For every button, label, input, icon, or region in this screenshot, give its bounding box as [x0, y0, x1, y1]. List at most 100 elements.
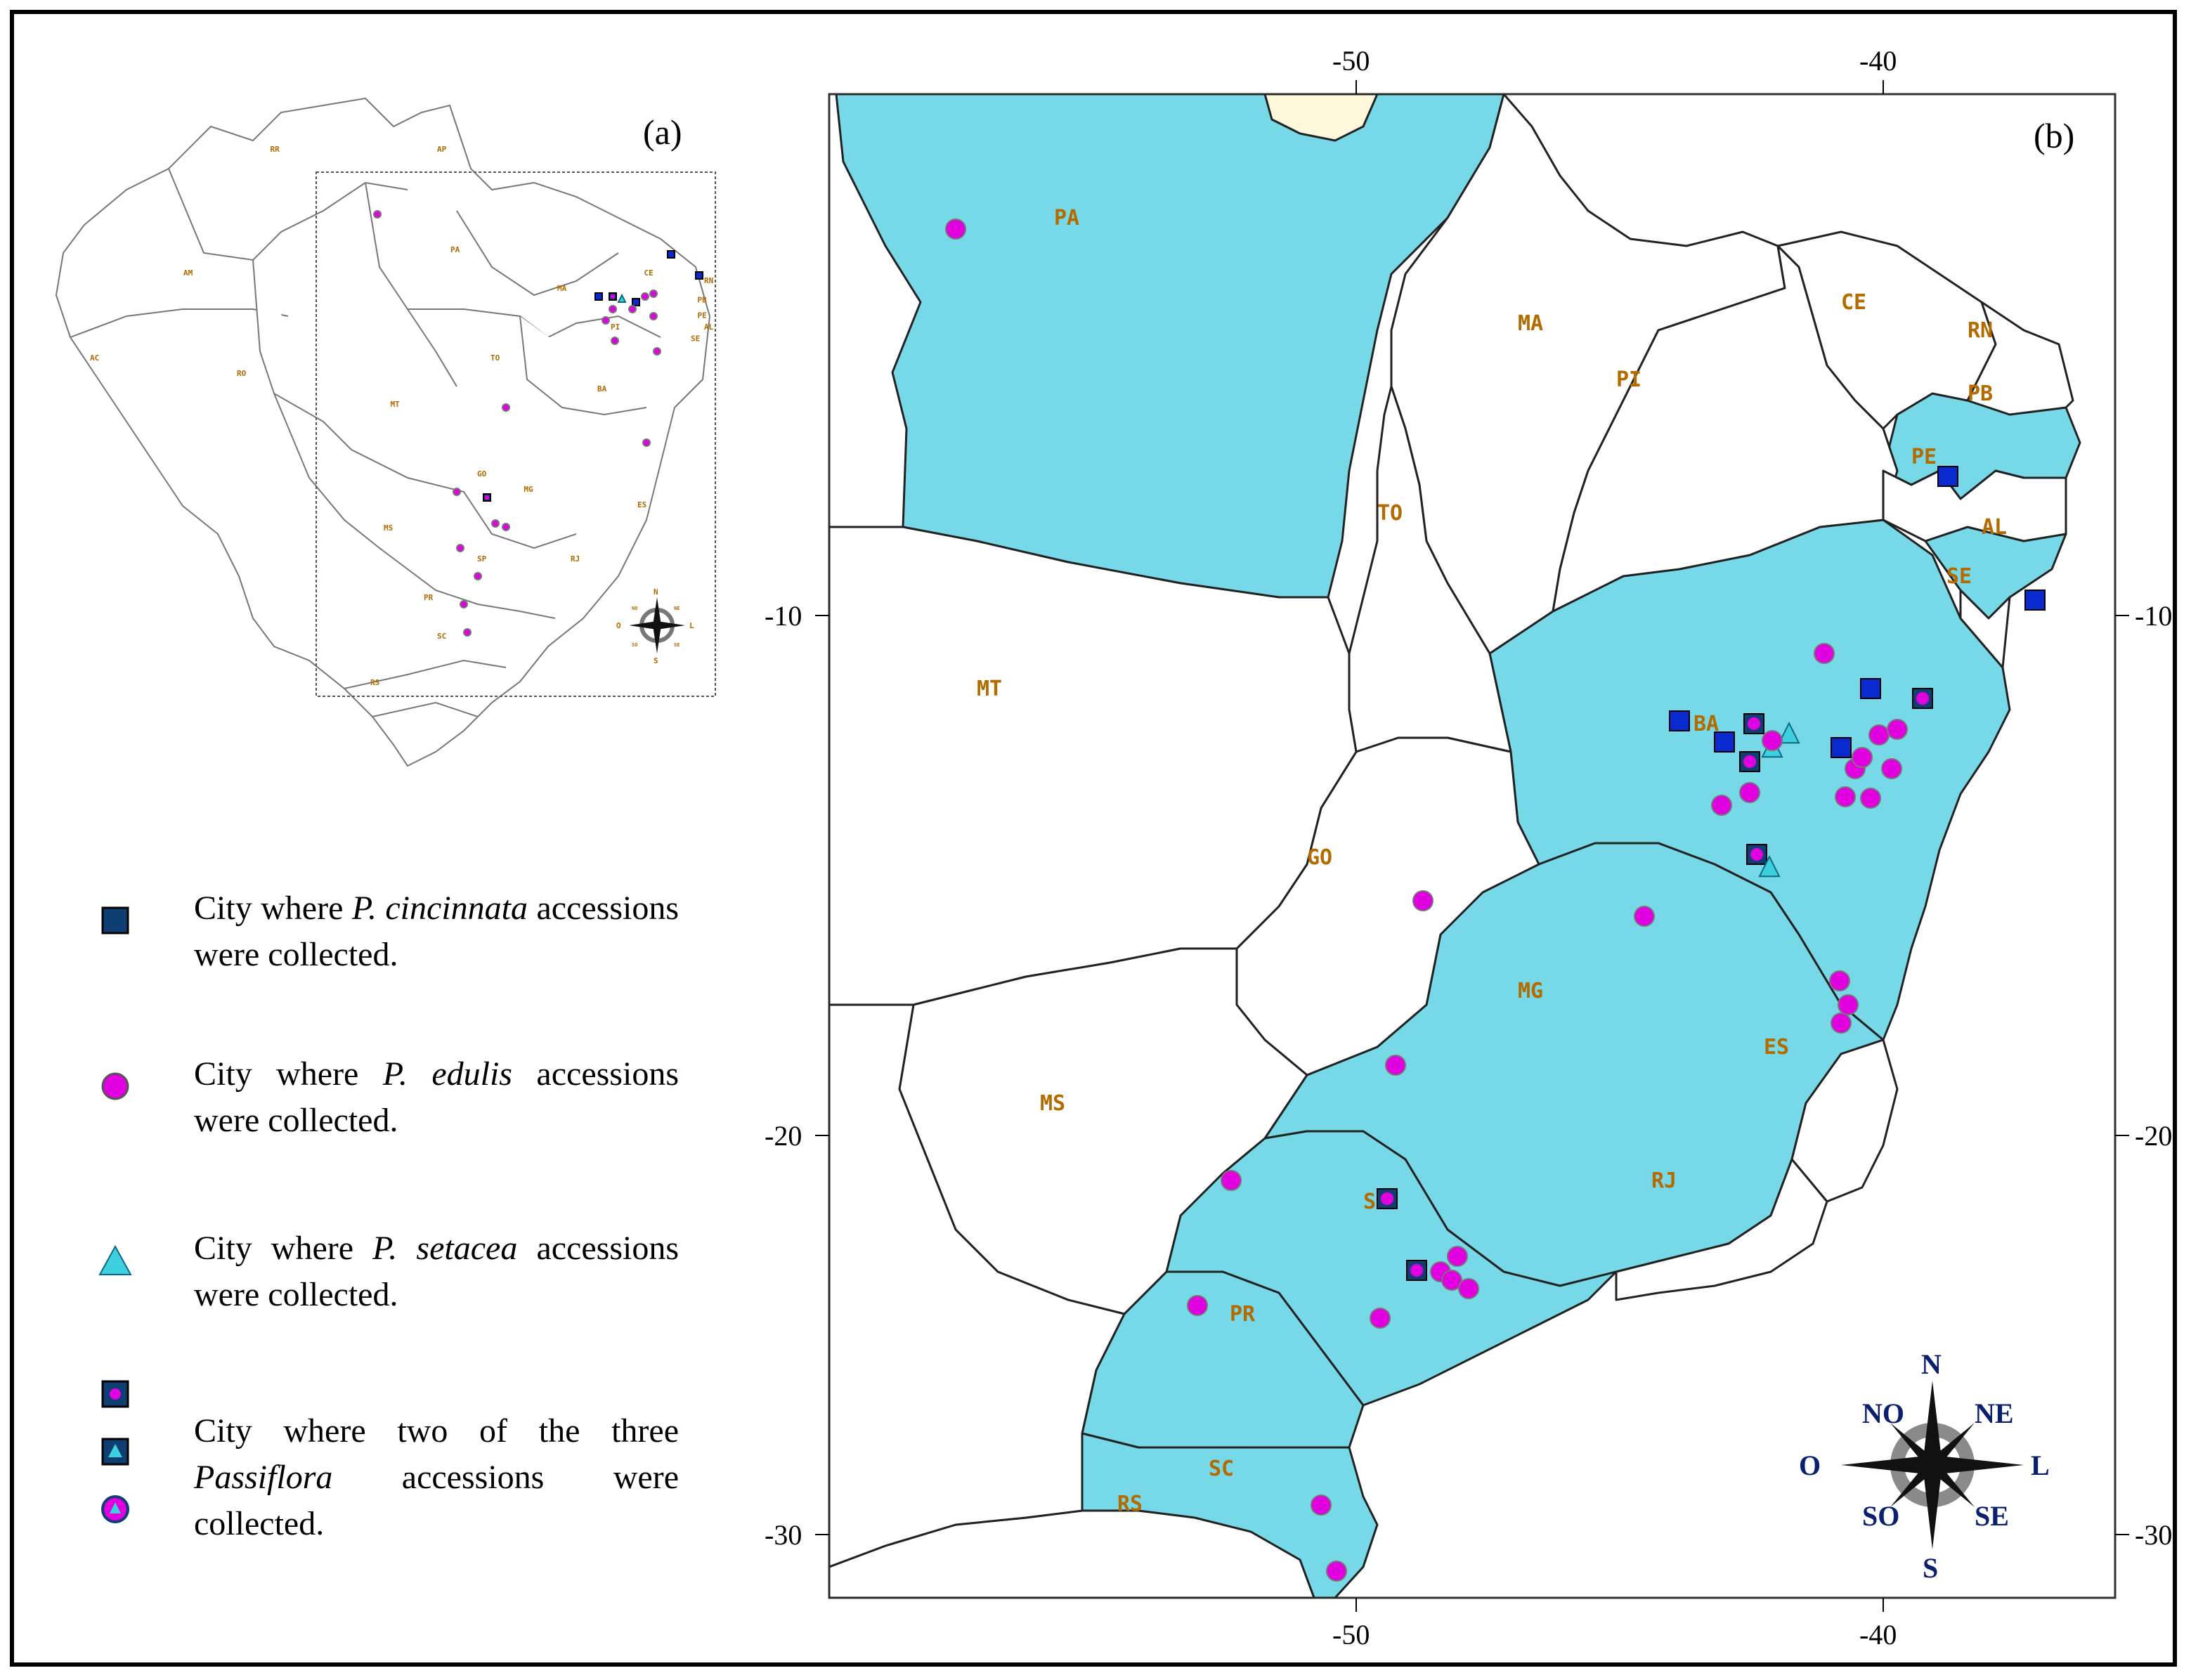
- svg-text:S: S: [1923, 1552, 1938, 1584]
- legend-text-cincinnata: City where P. cincinnata accessions were…: [194, 890, 680, 973]
- state-label-mt: MT: [977, 677, 1002, 701]
- island-marajo: [1263, 94, 1379, 142]
- cincinnata-marker: [594, 292, 603, 301]
- svg-text:N: N: [654, 587, 658, 597]
- edulis-marker: [460, 600, 468, 608]
- state-CE: [1776, 230, 1997, 430]
- edulis-marker: [453, 488, 461, 496]
- edulis-marker: [653, 347, 661, 356]
- state-label-sc: SC: [1209, 1457, 1234, 1481]
- state-label-go: GO: [1307, 845, 1332, 870]
- state-label-ce: CE: [1841, 290, 1866, 315]
- overview-state-label-ac: AC: [90, 353, 99, 363]
- left-tick-label: -30: [765, 1519, 802, 1551]
- state-label-to: TO: [1377, 501, 1403, 526]
- overview-collection-points: [373, 210, 703, 637]
- svg-text:O: O: [1799, 1450, 1821, 1481]
- overview-state-label-es: ES: [637, 500, 646, 509]
- overview-state-label-pe: PE: [698, 311, 707, 320]
- svg-text:SE: SE: [674, 642, 680, 648]
- overview-state-label-ro: RO: [237, 369, 247, 378]
- square-circle-marker: [1746, 844, 1767, 865]
- overview-state-label-al: AL: [704, 323, 714, 332]
- right-tick-label: -20: [2135, 1120, 2172, 1152]
- overview-state-labels: AM RR AP PA AC RO MT MA PI CE RN PB PE AL SE TO BA GO MG ES…: [90, 145, 714, 687]
- state-label-ms: MS: [1040, 1091, 1065, 1116]
- edulis-marker: [1739, 782, 1760, 803]
- brazil-outline: [55, 97, 711, 767]
- edulis-marker: [611, 337, 619, 345]
- edulis-marker: [641, 292, 649, 301]
- edulis-marker: [373, 210, 382, 219]
- edulis-marker: [628, 305, 637, 313]
- square-triangle-marker-icon: [101, 1438, 129, 1466]
- left-tick-label: -20: [765, 1120, 802, 1152]
- edulis-marker: [1762, 730, 1783, 751]
- inset-extent-box: [316, 171, 716, 697]
- edulis-marker: [1860, 788, 1881, 809]
- edulis-marker: [1311, 1495, 1332, 1516]
- svg-text:NO: NO: [632, 606, 637, 611]
- state-label-pa: PA: [1054, 206, 1079, 230]
- edulis-marker: [1887, 719, 1908, 740]
- setacea-marker: [1758, 854, 1781, 878]
- square-circle-marker: [609, 292, 617, 301]
- legend: City where P. cincinnata accessions were…: [98, 885, 689, 1588]
- overview-state-label-pb: PB: [698, 296, 708, 305]
- overview-state-label-ma: MA: [557, 284, 567, 293]
- overview-map-panel-a: AM RR AP PA AC RO MT MA PI CE RN PB PE AL SE TO BA GO MG ES…: [55, 97, 716, 767]
- cincinnata-marker: [1860, 678, 1881, 699]
- svg-text:NO: NO: [1862, 1398, 1904, 1429]
- overview-state-label-mt: MT: [391, 400, 401, 409]
- square-circle-marker: [483, 493, 491, 502]
- overview-compass-icon: N S O L NO NE SO SE: [616, 587, 694, 665]
- svg-text:NE: NE: [1975, 1398, 2014, 1429]
- edulis-marker: [1831, 1012, 1852, 1034]
- edulis-marker: [1447, 1246, 1468, 1267]
- svg-text:SO: SO: [632, 642, 637, 648]
- state-label-pe: PE: [1911, 445, 1937, 469]
- square-circle-marker: [1377, 1188, 1398, 1209]
- edulis-marker: [945, 219, 966, 240]
- compass-rose-icon: N NO NE O L SO SE S: [1799, 1348, 2050, 1584]
- edulis-marker: [502, 523, 510, 531]
- state-label-mg: MG: [1518, 979, 1543, 1003]
- cincinnata-marker: [667, 250, 675, 259]
- cincinnata-marker: [1669, 710, 1690, 731]
- edulis-marker: [491, 519, 500, 528]
- edulis-marker: [1187, 1295, 1208, 1316]
- edulis-marker: [1711, 795, 1732, 816]
- svg-text:L: L: [689, 621, 694, 630]
- edulis-marker: [649, 312, 658, 320]
- square-marker-icon: [101, 906, 129, 935]
- edulis-marker: [1221, 1170, 1242, 1191]
- detail-map-panel-b: -50 -40 -50 -40 -10 -20 -30 -10 -20 -30 …: [765, 45, 2172, 1650]
- edulis-marker: [463, 628, 472, 637]
- svg-text:SE: SE: [1975, 1500, 2009, 1532]
- edulis-marker: [1814, 643, 1835, 664]
- state-label-pb: PB: [1968, 382, 1993, 406]
- circle-triangle-marker-icon: [101, 1495, 129, 1523]
- bottom-tick-label: -50: [1332, 1619, 1370, 1650]
- top-tick-label: -40: [1859, 45, 1897, 77]
- edulis-marker: [1868, 724, 1890, 745]
- edulis-marker: [502, 403, 510, 412]
- edulis-marker: [456, 544, 464, 552]
- svg-text:O: O: [616, 621, 621, 630]
- overview-state-label-ap: AP: [437, 145, 447, 154]
- cincinnata-marker: [695, 271, 703, 280]
- legend-text-setacea: City where P. setacea accessions were co…: [194, 1230, 680, 1313]
- detail-collection-points: [945, 219, 2046, 1582]
- cincinnata-marker: [1831, 737, 1852, 758]
- legend-text-two-of-three: City where two of the three Passiflora a…: [194, 1412, 679, 1542]
- overview-state-label-to: TO: [490, 353, 500, 363]
- overview-state-label-rn: RN: [704, 276, 713, 285]
- edulis-marker: [602, 316, 610, 325]
- panel-b-label: (b): [2034, 116, 2074, 155]
- legend-text-edulis: City where P. edulis accessions were col…: [194, 1055, 679, 1139]
- cincinnata-marker: [1714, 731, 1735, 753]
- edulis-marker: [1852, 747, 1873, 768]
- bottom-tick-label: -40: [1859, 1619, 1897, 1650]
- state-RJ: [1615, 1158, 1828, 1301]
- edulis-marker: [1441, 1270, 1462, 1291]
